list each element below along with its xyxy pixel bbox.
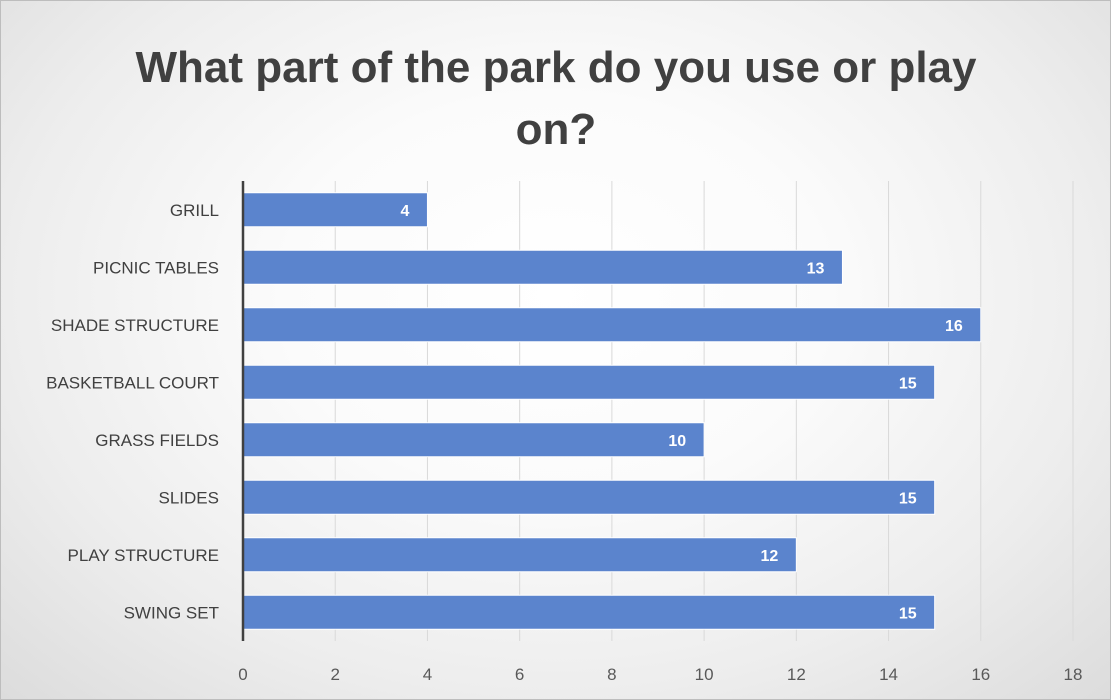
category-label: BASKETBALL COURT: [46, 373, 219, 392]
x-tick-label: 12: [787, 665, 806, 684]
bar: [242, 307, 982, 343]
x-tick-label: 10: [695, 665, 714, 684]
category-label: GRILL: [170, 201, 219, 220]
x-tick-label: 16: [971, 665, 990, 684]
bar: [242, 422, 705, 458]
x-tick-label: 0: [238, 665, 247, 684]
data-label: 15: [899, 605, 917, 622]
x-tick-label: 8: [607, 665, 616, 684]
category-label: PLAY STRUCTURE: [68, 546, 219, 565]
bar: [242, 594, 936, 630]
x-tick-label: 4: [423, 665, 432, 684]
data-label: 12: [761, 548, 779, 565]
labels: 0 2 4 6 8 10 12 14 16 18 GRILL 4 PICNIC TABLES 13 SHAD…: [46, 201, 1082, 684]
bars: [242, 192, 982, 630]
x-tick-label: 2: [330, 665, 339, 684]
data-label: 15: [899, 375, 917, 392]
bar: [242, 479, 936, 515]
data-label: 4: [401, 203, 410, 220]
data-label: 10: [668, 433, 686, 450]
data-label: 16: [945, 318, 963, 335]
category-label: SWING SET: [124, 603, 219, 622]
data-label: 13: [807, 260, 825, 277]
data-label: 15: [899, 490, 917, 507]
category-label: GRASS FIELDS: [95, 431, 219, 450]
chart-title: What part of the park do you use or play…: [135, 43, 977, 154]
bar: [242, 537, 797, 573]
category-label: PICNIC TABLES: [93, 258, 219, 277]
bar: [242, 249, 843, 285]
category-label: SHADE STRUCTURE: [51, 316, 219, 335]
category-label: SLIDES: [159, 488, 219, 507]
x-tick-label: 18: [1064, 665, 1083, 684]
x-tick-label: 6: [515, 665, 524, 684]
bar: [242, 364, 936, 400]
x-tick-label: 14: [879, 665, 898, 684]
